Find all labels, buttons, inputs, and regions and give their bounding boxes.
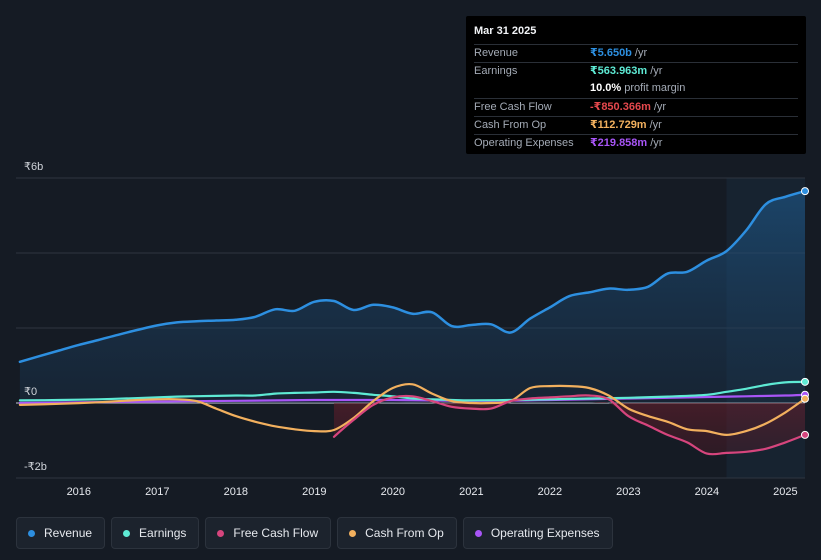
tooltip-row: Free Cash Flow -₹850.366m/yr <box>474 97 798 116</box>
legend-label: Earnings <box>139 526 187 540</box>
tooltip-row-label: Cash From Op <box>474 118 547 131</box>
tooltip-row: Earnings ₹563.963m/yr <box>474 62 798 80</box>
y-tick-label-bottom: -₹2b <box>24 461 47 473</box>
tooltip-row-value: ₹219.858m <box>590 136 648 149</box>
tooltip-row-unit: /yr <box>649 118 662 131</box>
tooltip-row-value: ₹5.650b <box>590 47 632 59</box>
chart-area: ₹6b ₹0 -₹2b 2016 2017 2018 2019 2020 2021 2022… <box>16 161 809 498</box>
series-line-earnings <box>18 380 807 402</box>
tooltip-row-value: ₹112.729m <box>590 118 647 131</box>
x-tick-label: 2021 <box>459 486 483 498</box>
x-tick-label: 2018 <box>224 486 248 498</box>
legend-dot-icon <box>474 529 482 537</box>
tooltip-row: 10.0% profit margin <box>474 80 798 97</box>
tooltip-row-unit: /yr <box>650 65 663 78</box>
legend-item-revenue[interactable]: Revenue <box>16 517 106 549</box>
tooltip-row-label <box>474 80 590 97</box>
tooltip-row: Revenue ₹5.650b/yr <box>474 44 798 62</box>
legend-item-operating-expenses[interactable]: Operating Expenses <box>462 517 613 549</box>
x-tick-label: 2023 <box>616 486 640 498</box>
x-tick-label: 2016 <box>67 486 91 498</box>
tooltip-row-value: ₹563.963m <box>590 65 648 78</box>
legend-dot-icon <box>217 529 225 537</box>
tooltip-row-label: Earnings <box>474 65 518 78</box>
series-lines <box>18 189 807 456</box>
tooltip-row-value: -₹850.366m <box>590 100 651 113</box>
negative-area <box>333 402 805 455</box>
data-tooltip: Mar 31 2025 Revenue ₹5.650b/yr Earnings ₹56… <box>466 16 806 154</box>
x-tick-label: 2022 <box>538 486 562 498</box>
legend-dot-icon <box>349 529 357 537</box>
legend-item-cash-from-op[interactable]: Cash From Op <box>337 517 457 549</box>
legend-item-earnings[interactable]: Earnings <box>111 517 200 549</box>
x-tick-label: 2019 <box>302 486 326 498</box>
x-axis-ticks: 2016 2017 2018 2019 2020 2021 2022 2023 2024 2025 <box>67 486 798 498</box>
series-endpoint-revenue <box>801 187 809 196</box>
tooltip-date: Mar 31 2025 <box>474 25 537 37</box>
tooltip-row-unit: /yr <box>634 47 648 59</box>
revenue-area <box>19 191 805 403</box>
legend-label: Revenue <box>44 526 93 540</box>
series-line-free-cash-flow <box>332 394 807 456</box>
tooltip-row-label: Free Cash Flow <box>474 100 552 113</box>
legend-label: Cash From Op <box>365 526 444 540</box>
tooltip-row: Operating Expenses ₹219.858m/yr <box>474 133 798 152</box>
tooltip-row-unit: profit margin <box>624 82 686 95</box>
series-line-revenue <box>18 189 807 364</box>
legend: Revenue Earnings Free Cash Flow Cash From O… <box>16 517 613 549</box>
tooltip-row: Cash From Op ₹112.729m/yr <box>474 115 798 134</box>
x-tick-label: 2025 <box>773 486 797 498</box>
series-line-cash-from-op <box>18 382 807 437</box>
tooltip-row-label: Operating Expenses <box>474 136 574 149</box>
series-endpoint-free-cash-flow <box>801 430 809 439</box>
x-tick-label: 2024 <box>695 486 719 498</box>
legend-item-free-cash-flow[interactable]: Free Cash Flow <box>205 517 332 549</box>
x-tick-label: 2017 <box>145 486 169 498</box>
series-endpoint-earnings <box>801 377 809 386</box>
tooltip-row-value: 10.0% <box>590 82 622 95</box>
series-endpoints <box>801 187 809 439</box>
tooltip-row-unit: /yr <box>650 136 663 149</box>
legend-dot-icon <box>123 529 131 537</box>
y-tick-label-zero: ₹0 <box>24 386 37 398</box>
series-endpoint-cash-from-op <box>801 394 809 403</box>
legend-dot-icon <box>28 529 35 537</box>
x-tick-label: 2020 <box>381 486 405 498</box>
legend-label: Free Cash Flow <box>233 526 319 540</box>
tooltip-row-label: Revenue <box>474 47 519 59</box>
y-tick-label-top: ₹6b <box>24 161 43 173</box>
legend-label: Operating Expenses <box>490 526 600 540</box>
tooltip-row-unit: /yr <box>653 100 667 113</box>
